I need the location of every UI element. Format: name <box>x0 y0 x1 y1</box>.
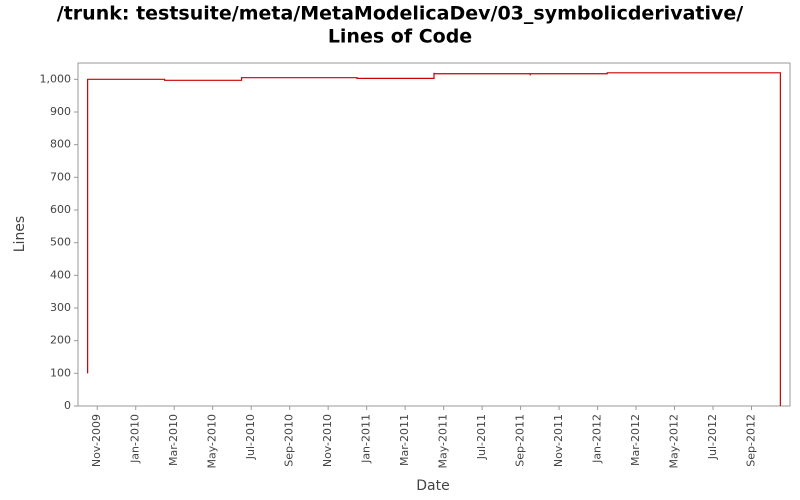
y-tick-label: 700 <box>50 170 71 183</box>
x-tick-label: Jan-2012 <box>591 414 604 464</box>
x-axis-title: Date <box>416 478 449 494</box>
y-tick-label: 500 <box>50 236 71 249</box>
x-tick-label: Nov-2009 <box>90 414 103 467</box>
y-tick-label: 100 <box>50 366 71 379</box>
x-tick-label: May-2010 <box>206 414 219 469</box>
chart-title: /trunk: testsuite/meta/MetaModelicaDev/0… <box>57 3 743 25</box>
y-tick-label: 200 <box>50 334 71 347</box>
x-tick-label: Mar-2011 <box>398 414 411 466</box>
x-tick-label: Sep-2012 <box>745 414 758 467</box>
x-tick-label: Nov-2010 <box>321 414 334 467</box>
y-axis-title: Lines <box>12 216 28 252</box>
x-tick-label: Jul-2010 <box>244 414 257 460</box>
x-tick-label: Jul-2012 <box>706 414 719 460</box>
y-tick-label: 800 <box>50 138 71 151</box>
x-tick-label: Sep-2011 <box>514 414 527 467</box>
y-tick-label: 300 <box>50 301 71 314</box>
data-line <box>87 72 781 406</box>
x-tick-label: Jan-2010 <box>129 414 142 464</box>
x-tick-label: May-2011 <box>437 414 450 469</box>
x-tick-label: Nov-2011 <box>552 414 565 467</box>
chart-subtitle: Lines of Code <box>328 26 472 48</box>
plot-area <box>77 62 791 407</box>
x-tick-label: Mar-2010 <box>167 414 180 466</box>
x-tick-label: Jul-2011 <box>475 414 488 460</box>
x-tick-label: May-2012 <box>668 414 681 469</box>
y-tick-label: 600 <box>50 203 71 216</box>
x-tick-label: Jan-2011 <box>360 414 373 464</box>
y-tick-label: 900 <box>50 105 71 118</box>
y-tick-label: 1,000 <box>40 72 72 85</box>
y-tick-label: 400 <box>50 268 71 281</box>
x-tick-label: Mar-2012 <box>629 414 642 466</box>
y-tick-label: 0 <box>64 399 71 412</box>
x-tick-label: Sep-2010 <box>283 414 296 467</box>
